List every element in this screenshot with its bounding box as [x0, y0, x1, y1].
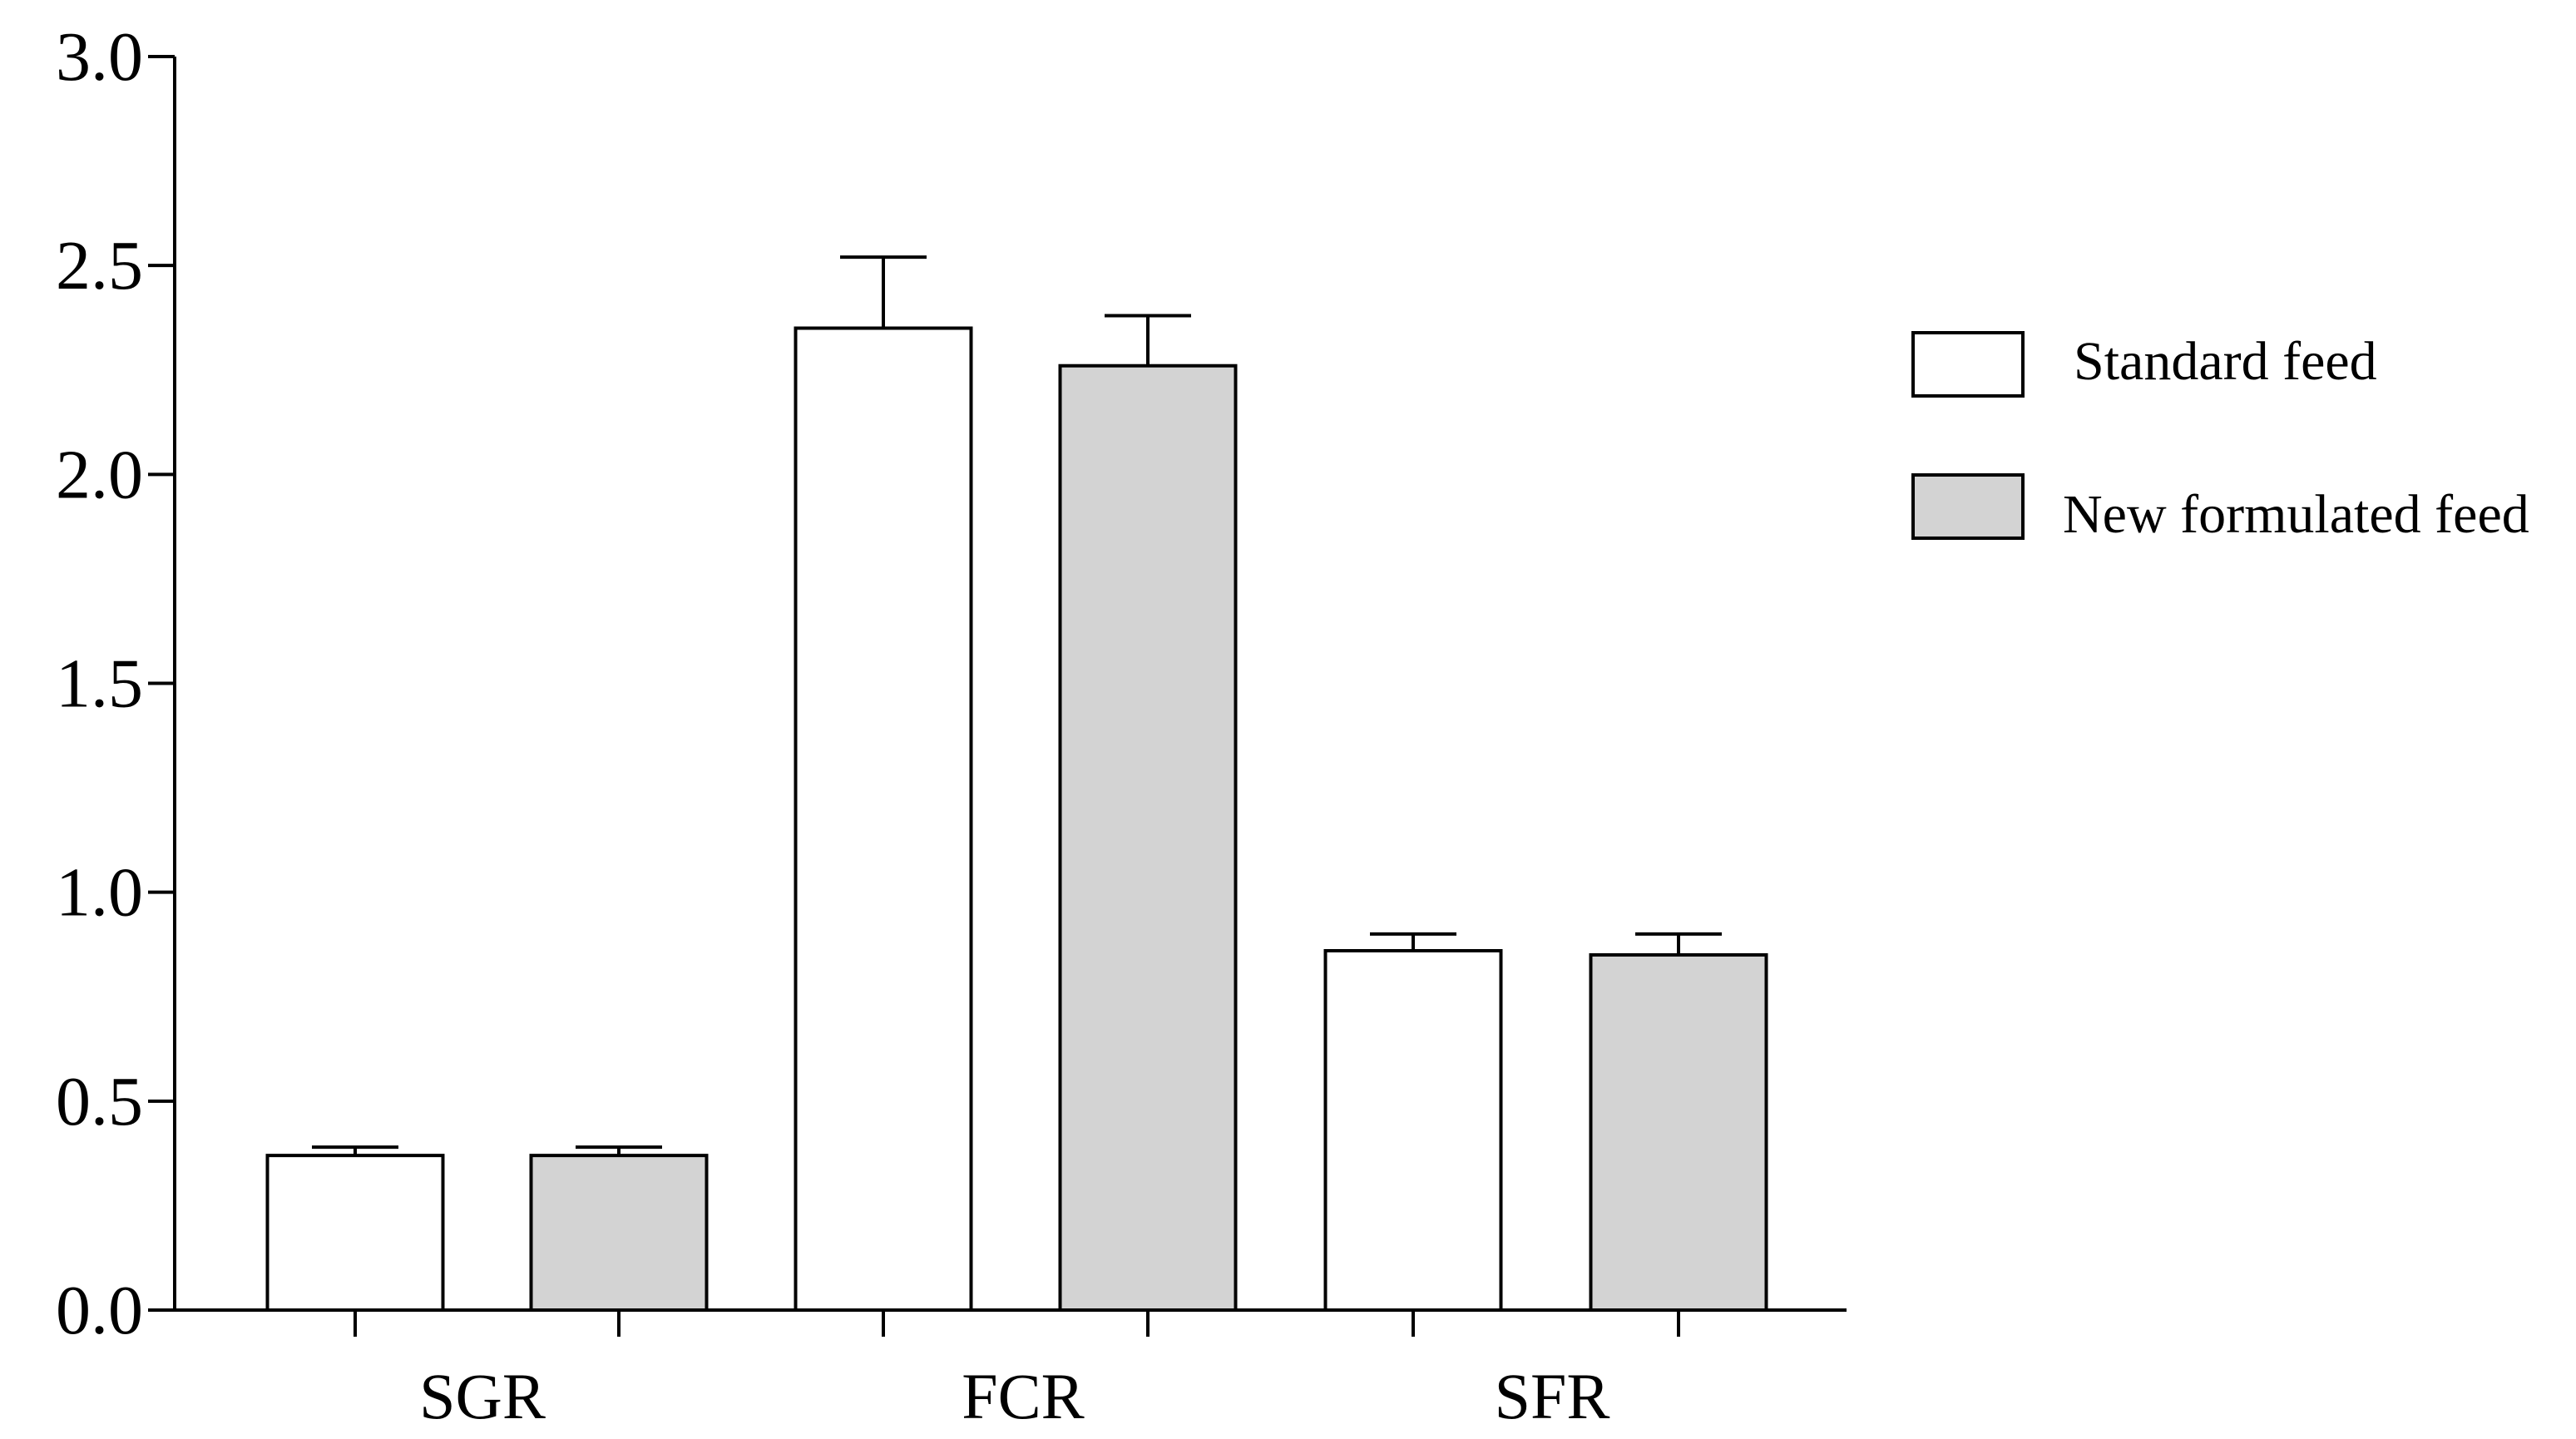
y-tick-label: 3.0: [56, 18, 143, 96]
bar-sgr-series-2: [529, 1154, 709, 1313]
y-tick-label: 0.0: [56, 1272, 143, 1349]
legend-label-series-1: Standard feed: [2074, 331, 2377, 392]
x-category-label: SFR: [1495, 1360, 1610, 1432]
y-tick-label: 1.5: [56, 645, 143, 723]
bar-sfr-series-1: [1323, 948, 1503, 1312]
bar-sfr-series-2: [1589, 953, 1768, 1313]
y-tick-label: 1.0: [56, 854, 143, 932]
legend-swatch-series-2: [1911, 473, 2025, 540]
chart-axes: 0.0 0.5 1.0 1.5 2.0 2.5 3.0 SGR FCR SFR: [56, 18, 1847, 1432]
y-tick-label: 0.5: [56, 1063, 143, 1140]
bar-fcr-series-2: [1058, 363, 1238, 1312]
bar-sgr-series-1: [265, 1154, 445, 1313]
legend-label-series-2: New formulated feed: [2063, 484, 2529, 545]
chart-legend: Standard feed New formulated feed: [1911, 331, 2529, 545]
x-category-label: FCR: [962, 1360, 1084, 1432]
chart-bars: [265, 255, 1768, 1313]
legend-swatch-series-1: [1911, 331, 2025, 398]
x-category-label: SGR: [419, 1360, 546, 1432]
bar-fcr-series-1: [794, 326, 973, 1312]
y-tick-label: 2.5: [56, 227, 143, 304]
y-tick-label: 2.0: [56, 436, 143, 513]
